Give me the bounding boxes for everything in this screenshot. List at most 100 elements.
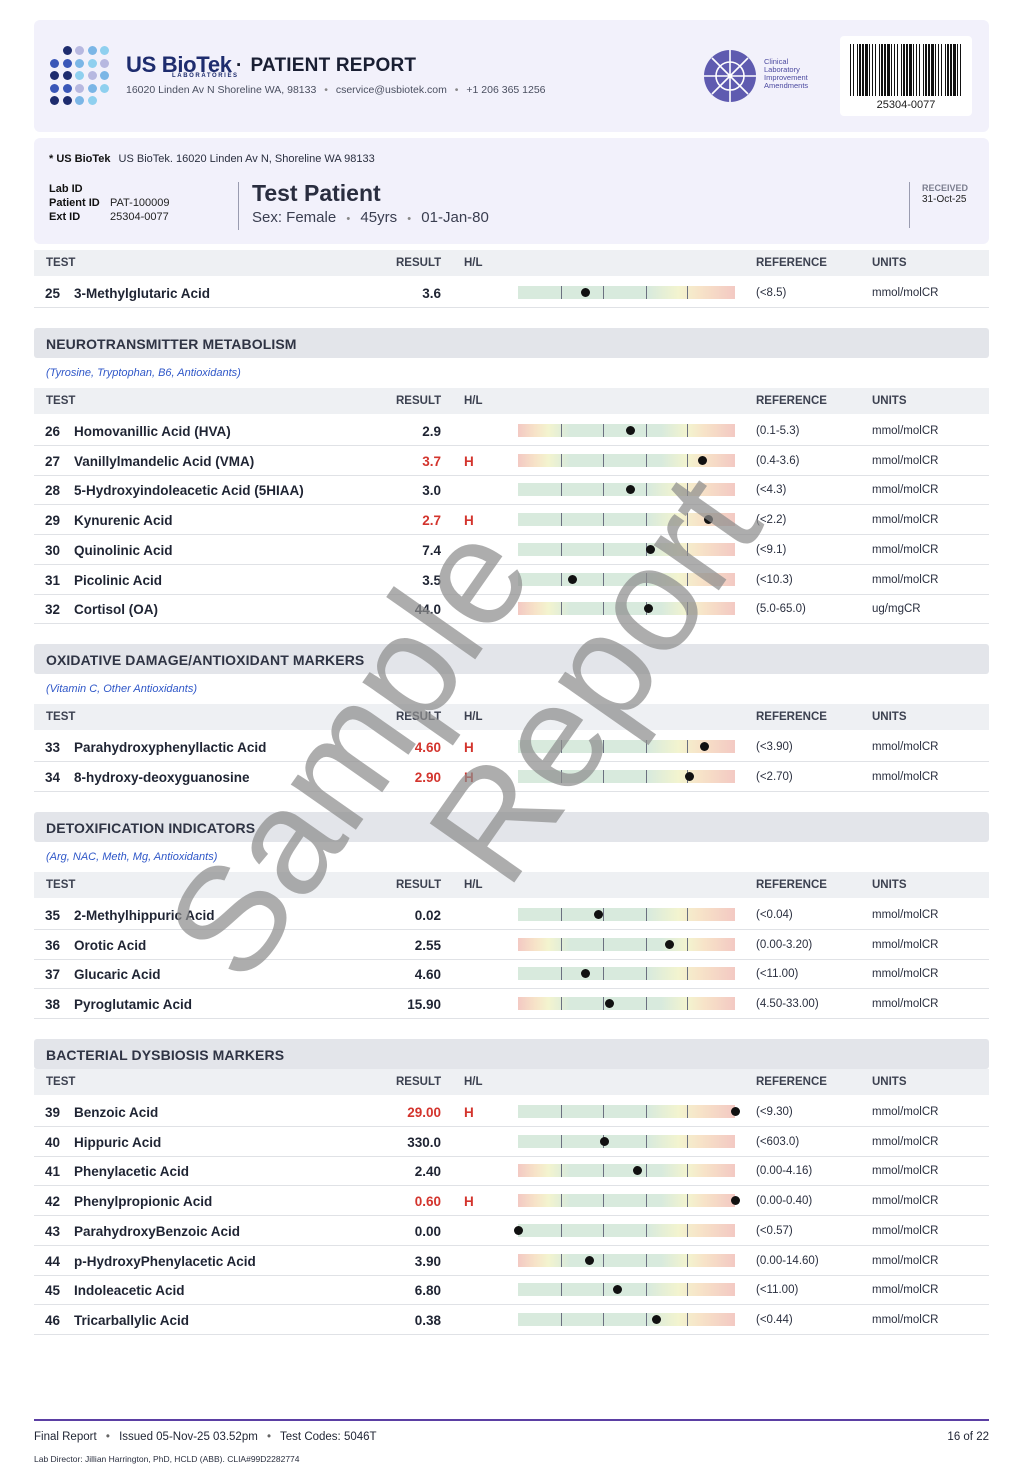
test-number: 33 — [45, 740, 61, 755]
result-marker — [580, 288, 590, 297]
range-bar — [518, 967, 735, 981]
test-units: mmol/molCR — [872, 1284, 939, 1297]
logo-dot — [50, 83, 59, 93]
range-track — [518, 602, 735, 616]
ext-id-value: 25304-0077 — [110, 211, 169, 223]
patient-dob: 01-Jan-80 — [421, 209, 489, 226]
brand-subtitle: LABORATORIES — [172, 73, 239, 79]
patient-id-label: Patient ID — [49, 197, 100, 209]
range-tick — [561, 1105, 562, 1118]
result-marker — [604, 999, 614, 1009]
test-result: 2.55 — [414, 937, 441, 953]
table-row: 25 3-Methylglutaric Acid 3.6 (<8.5) mmol/mol… — [34, 278, 989, 308]
test-name: Orotic Acid — [74, 937, 147, 953]
range-tick — [687, 1194, 688, 1208]
barcode-bar — [953, 44, 956, 96]
test-number: 27 — [45, 453, 61, 469]
reference-range: (<11.00) — [756, 1284, 799, 1297]
received-label: RECEIVED — [922, 183, 969, 193]
test-result: 2.90 — [414, 769, 441, 785]
column-header-units: UNITS — [872, 879, 907, 891]
range-tick — [561, 1223, 562, 1237]
range-tick — [603, 769, 604, 783]
test-result: 3.0 — [422, 483, 441, 499]
range-tick — [561, 1312, 562, 1326]
high-low-flag: H — [464, 1105, 474, 1120]
test-name: Vanillylmandelic Acid (VMA) — [74, 453, 255, 469]
clia-word: Improvement — [764, 73, 808, 82]
barcode-bar — [909, 44, 912, 96]
logo-dot — [87, 58, 97, 68]
range-bar — [518, 1283, 735, 1297]
test-name: Cortisol (OA) — [74, 602, 158, 618]
test-result: 7.4 — [422, 542, 441, 558]
barcode-bar — [884, 44, 886, 96]
range-bar — [518, 513, 735, 527]
range-tick — [603, 1105, 604, 1118]
range-track — [518, 513, 735, 527]
reference-range: (<9.1) — [756, 543, 787, 556]
test-name: Phenylpropionic Acid — [74, 1194, 213, 1210]
range-bar — [518, 740, 735, 753]
result-marker — [626, 485, 636, 495]
barcode-bar — [957, 44, 958, 96]
range-tick — [646, 740, 647, 753]
range-tick — [646, 286, 647, 299]
test-name: Quinolinic Acid — [74, 542, 173, 558]
range-tick — [561, 967, 562, 981]
column-header-result: RESULT — [396, 711, 442, 723]
test-result: 4.60 — [414, 740, 441, 755]
column-header-units: UNITS — [872, 257, 907, 269]
range-track — [518, 769, 735, 783]
range-track — [518, 1283, 735, 1297]
range-tick — [646, 769, 647, 783]
barcode-bar — [850, 44, 851, 96]
column-header-reference: REFERENCE — [756, 711, 827, 723]
section-title: OXIDATIVE DAMAGE/ANTIOXIDANT MARKERS — [46, 652, 365, 668]
column-header: TEST RESULT H/L REFERENCE UNITS — [34, 1069, 989, 1095]
range-tick — [687, 1253, 688, 1267]
test-number: 37 — [45, 967, 61, 983]
range-tick — [646, 1312, 647, 1326]
patient-name: Test Patient — [252, 180, 381, 206]
test-name: Homovanillic Acid (HVA) — [74, 424, 231, 439]
reference-range: (4.50-33.00) — [756, 998, 819, 1011]
barcode-bar — [919, 44, 920, 96]
range-tick — [603, 937, 604, 951]
result-marker — [645, 544, 655, 554]
high-low-flag: H — [464, 740, 474, 755]
column-header-reference: REFERENCE — [756, 1076, 827, 1088]
usbiotek-logo-icon — [50, 46, 112, 108]
range-tick — [561, 453, 562, 467]
report-title-text: PATIENT REPORT — [250, 55, 417, 76]
range-track — [518, 1253, 735, 1267]
reference-range: (<0.44) — [756, 1313, 793, 1326]
range-bar — [518, 997, 735, 1011]
result-marker — [593, 910, 603, 919]
barcode-bar — [865, 44, 868, 96]
barcode: 25304-0077 — [840, 36, 972, 116]
range-tick — [646, 572, 647, 586]
test-name: 3-Methylglutaric Acid — [74, 286, 211, 301]
range-tick — [561, 908, 562, 921]
range-tick — [603, 1194, 604, 1208]
page-number: 16 of 22 — [947, 1431, 989, 1443]
column-header-result: RESULT — [396, 257, 442, 269]
column-header-result: RESULT — [396, 1076, 442, 1088]
barcode-bar — [925, 44, 927, 96]
test-name: Benzoic Acid — [74, 1105, 159, 1120]
table-row: 26 Homovanillic Acid (HVA) 2.9 (0.1-5.3) mmo… — [34, 416, 989, 446]
title-separator: · — [236, 55, 243, 76]
test-codes: Test Codes: 5046T — [280, 1431, 377, 1443]
range-bar — [518, 1164, 735, 1178]
test-result: 3.90 — [414, 1253, 441, 1269]
test-number: 25 — [45, 286, 61, 301]
range-tick — [646, 1223, 647, 1237]
clia-logo-icon — [704, 50, 756, 102]
test-number: 43 — [45, 1223, 61, 1239]
test-result: 0.02 — [414, 908, 441, 923]
range-tick — [646, 997, 647, 1011]
high-low-flag: H — [464, 1194, 474, 1210]
barcode-bar — [881, 44, 883, 96]
